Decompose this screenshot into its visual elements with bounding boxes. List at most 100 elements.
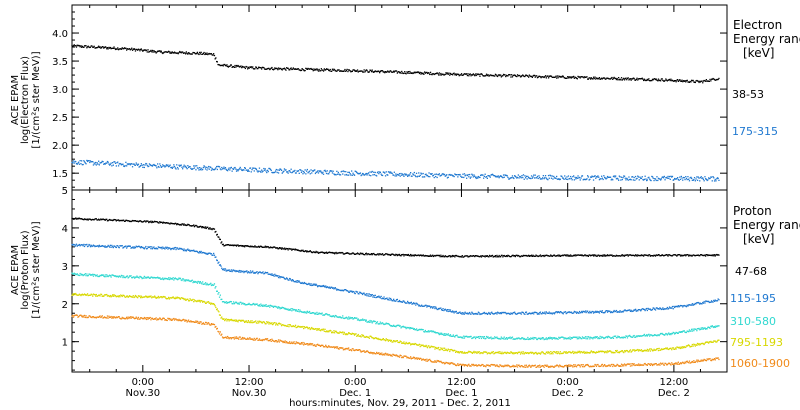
- data-point: [272, 68, 274, 70]
- data-point: [572, 76, 574, 78]
- data-point: [438, 332, 440, 335]
- data-point: [485, 337, 487, 340]
- data-point: [203, 51, 205, 54]
- data-point: [134, 277, 136, 279]
- data-point: [108, 275, 110, 277]
- data-point: [278, 247, 280, 249]
- data-point: [117, 295, 119, 297]
- data-point: [342, 173, 344, 175]
- data-point: [95, 47, 97, 49]
- data-point: [103, 294, 106, 296]
- data-point: [141, 277, 143, 280]
- data-point: [368, 293, 370, 295]
- data-point: [353, 291, 355, 293]
- data-point: [83, 274, 86, 276]
- data-point: [375, 174, 377, 177]
- data-point: [424, 329, 426, 332]
- data-point: [378, 323, 380, 325]
- data-point: [346, 317, 348, 319]
- data-point: [484, 313, 486, 315]
- data-point: [336, 332, 339, 334]
- data-point: [438, 307, 440, 310]
- data-point: [131, 220, 133, 222]
- data-point: [612, 311, 614, 314]
- data-point: [392, 325, 394, 327]
- data-point: [81, 45, 83, 47]
- data-point: [156, 221, 158, 223]
- data-point: [330, 251, 332, 254]
- data-point: [248, 67, 250, 69]
- data-point: [283, 67, 286, 69]
- data-point: [85, 244, 87, 246]
- data-point: [350, 71, 352, 73]
- data-point: [618, 79, 620, 81]
- data-point: [232, 269, 235, 271]
- data-point: [104, 294, 106, 296]
- data-point: [131, 277, 133, 279]
- data-point: [402, 325, 404, 327]
- data-point: [342, 253, 345, 255]
- data-point: [615, 77, 617, 80]
- data-point: [224, 269, 226, 271]
- data-point: [639, 309, 641, 311]
- data-point: [529, 75, 531, 77]
- data-point: [173, 279, 175, 281]
- data-point: [120, 48, 122, 50]
- data-point: [207, 284, 210, 286]
- data-point: [98, 294, 100, 296]
- data-point: [283, 277, 286, 280]
- data-point: [487, 175, 489, 177]
- data-point: [626, 178, 629, 180]
- data-point: [237, 303, 239, 305]
- data-point: [616, 337, 618, 339]
- data-point: [518, 337, 520, 339]
- data-point: [436, 176, 438, 179]
- data-point: [352, 318, 354, 320]
- data-point: [179, 277, 182, 279]
- data-point: [613, 335, 615, 337]
- data-point: [100, 274, 103, 276]
- data-point: [711, 78, 713, 80]
- data-point: [174, 222, 176, 224]
- data-point: [395, 70, 398, 72]
- data-point: [540, 313, 542, 315]
- data-point: [714, 79, 716, 81]
- data-point: [567, 311, 570, 313]
- data-point: [95, 245, 97, 247]
- data-point: [79, 294, 81, 296]
- data-point: [458, 336, 460, 338]
- data-point: [231, 170, 233, 172]
- data-point: [351, 70, 353, 72]
- data-point: [601, 310, 603, 312]
- data-point: [501, 254, 503, 256]
- data-point: [246, 270, 248, 272]
- data-point: [491, 255, 493, 257]
- data-point: [278, 169, 280, 171]
- data-point: [446, 310, 448, 312]
- data-point: [334, 174, 336, 176]
- data-point: [448, 334, 450, 336]
- data-point: [642, 78, 644, 80]
- data-point: [196, 281, 198, 283]
- data-point: [264, 323, 266, 325]
- data-point: [129, 49, 131, 51]
- data-point: [320, 329, 322, 331]
- y-tick-label: 2: [62, 300, 68, 311]
- data-point: [421, 305, 424, 307]
- data-point: [609, 176, 612, 178]
- data-point: [187, 223, 189, 225]
- data-point: [269, 68, 272, 70]
- data-point: [162, 296, 164, 298]
- data-point: [449, 72, 452, 75]
- data-point: [376, 70, 379, 73]
- data-point: [356, 69, 359, 71]
- data-point: [289, 278, 291, 280]
- data-point: [247, 303, 249, 305]
- data-point: [280, 168, 282, 171]
- data-point: [699, 180, 701, 182]
- data-point: [420, 73, 422, 75]
- data-point: [530, 312, 533, 314]
- data-point: [578, 254, 580, 256]
- data-point: [296, 68, 298, 70]
- data-point: [580, 254, 582, 256]
